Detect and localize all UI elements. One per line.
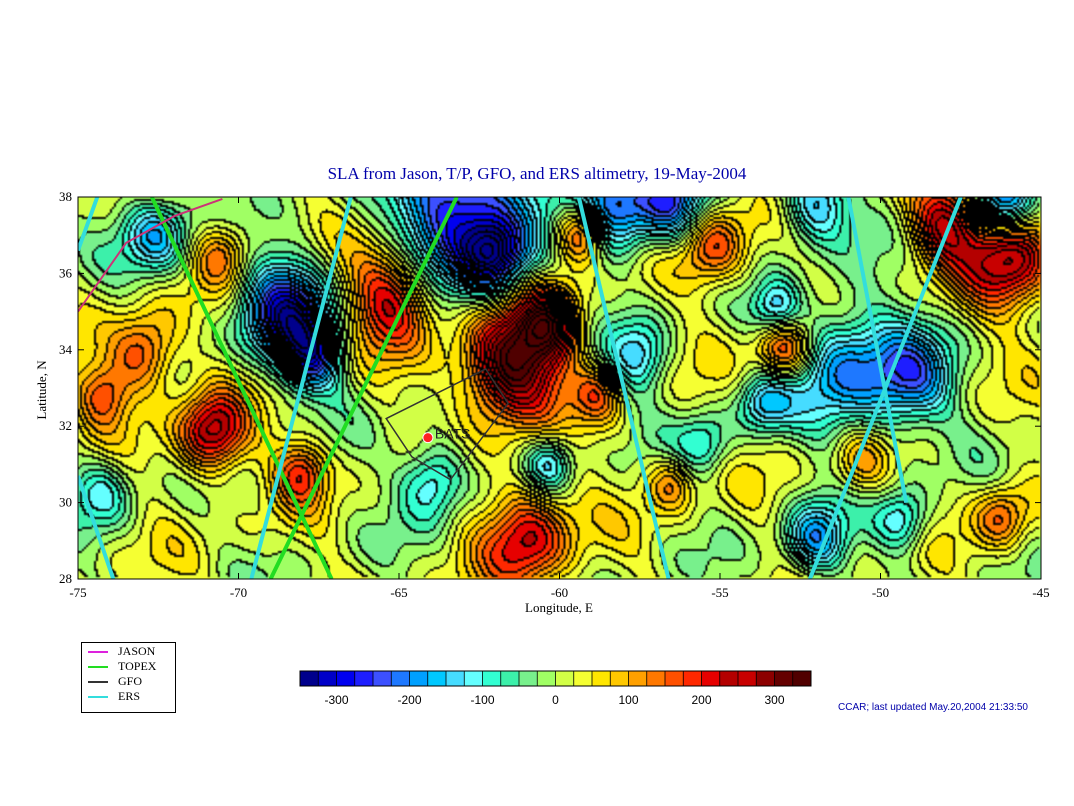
colorbar-swatch (774, 671, 794, 686)
credit-text: CCAR; last updated May.20,2004 21:33:50 (838, 702, 1028, 713)
colorbar (299, 670, 812, 687)
colorbar-tick-label: -200 (397, 693, 422, 707)
legend-swatch (88, 696, 108, 698)
colorbar-swatch (665, 671, 684, 686)
colorbar-swatch (719, 671, 739, 686)
chart-title: SLA from Jason, T/P, GFO, and ERS altime… (327, 164, 747, 183)
track-ers (846, 197, 909, 503)
legend-label: ERS (118, 689, 141, 703)
colorbar-swatch (373, 671, 392, 686)
track-jason (78, 197, 223, 313)
colorbar-tick-label: 0 (552, 693, 559, 707)
colorbar-tick-label: -300 (324, 693, 349, 707)
legend-swatch (88, 681, 108, 683)
colorbar-tick-label: 100 (618, 693, 639, 707)
altimeter-tracks (78, 197, 963, 579)
station-marker: BATS (422, 426, 471, 444)
sla-field-image (78, 197, 1041, 579)
x-tick-label: -60 (551, 585, 568, 600)
y-axis: 38 36 34 32 30 28 (59, 189, 1041, 586)
y-tick-label: 28 (59, 571, 72, 586)
x-tick-label: -75 (69, 585, 86, 600)
x-axis-label: Longitude, E (525, 600, 593, 615)
colorbar-swatch (427, 671, 447, 686)
x-tick-label: -65 (390, 585, 407, 600)
colorbar-swatch (519, 671, 538, 686)
colorbar-swatch (610, 671, 629, 686)
colorbar-swatch (555, 671, 575, 686)
colorbar-swatch (354, 671, 374, 686)
colorbar-tick-label: 200 (691, 693, 712, 707)
colorbar-swatch (482, 671, 502, 686)
colorbar-swatch (464, 671, 483, 686)
y-tick-label: 30 (59, 495, 72, 510)
gfo-box (385, 367, 510, 481)
legend-label: JASON (118, 644, 156, 658)
y-tick-label: 34 (59, 342, 73, 357)
legend-swatch (88, 666, 108, 668)
x-tick-label: -45 (1032, 585, 1049, 600)
colorbar-swatch (391, 671, 410, 686)
y-tick-label: 32 (59, 418, 72, 433)
colorbar-swatch (628, 671, 648, 686)
colorbar-swatch (592, 671, 611, 686)
track-ers (78, 475, 116, 579)
legend-swatch (88, 651, 108, 653)
track-ers (249, 197, 353, 579)
colorbar-tick-label: 300 (764, 693, 785, 707)
colorbar-frame (299, 670, 812, 687)
colorbar-swatch (792, 671, 812, 686)
colorbar-swatch (683, 671, 702, 686)
x-tick-label: -55 (711, 585, 728, 600)
x-axis: -75 -70 -65 -60 -55 -50 -45 (69, 197, 1050, 600)
y-tick-label: 38 (59, 189, 72, 204)
colorbar-swatch (500, 671, 520, 686)
colorbar-swatch (701, 671, 721, 686)
colorbar-swatch (537, 671, 556, 686)
colorbar-swatch (446, 671, 465, 686)
x-tick-label: -50 (872, 585, 889, 600)
colorbar-swatch (756, 671, 775, 686)
colorbar-swatch (300, 671, 319, 686)
colorbar-swatch (336, 671, 356, 686)
track-topex (268, 197, 459, 579)
track-ers (576, 197, 671, 579)
station-dot (422, 432, 434, 444)
x-tick-label: -70 (230, 585, 247, 600)
colorbar-swatch (738, 671, 757, 686)
y-axis-label: Latitude, N (34, 360, 49, 420)
legend-label: TOPEX (118, 659, 157, 673)
y-tick-label: 36 (59, 265, 73, 280)
colorbar-swatch (409, 671, 429, 686)
legend-label: GFO (118, 674, 143, 688)
track-legend: JASON TOPEX GFO ERS (81, 642, 176, 713)
station-label: BATS (435, 426, 471, 442)
track-ers (78, 197, 100, 252)
colorbar-swatch (318, 671, 337, 686)
colorbar-swatch (573, 671, 593, 686)
colorbar-tick-label: -100 (470, 693, 495, 707)
colorbar-swatch (646, 671, 666, 686)
